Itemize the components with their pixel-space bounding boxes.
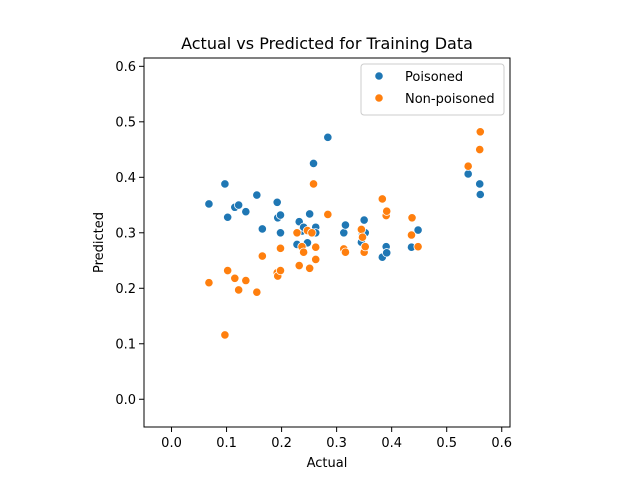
point-series-0-36 — [475, 189, 485, 200]
point-series-1-32 — [406, 230, 417, 240]
point-series-0-17 — [305, 209, 315, 219]
y-tick-label-6: 0.6 — [115, 60, 136, 75]
point-series-0-6 — [252, 190, 262, 200]
x-axis-ticks: 0.0 0.1 0.2 0.3 0.4 0.5 0.6 — [161, 427, 512, 451]
point-series-0-27 — [359, 215, 369, 225]
y-axis-label: Predicted — [92, 212, 107, 273]
x-tick-label-1: 0.1 — [216, 436, 237, 451]
point-series-1-6 — [252, 287, 262, 297]
x-tick-label-3: 0.3 — [326, 436, 347, 451]
point-series-1-37 — [475, 127, 485, 137]
x-tick-label-6: 0.6 — [491, 436, 512, 451]
point-series-0-10 — [275, 210, 286, 220]
point-series-0-34 — [463, 169, 473, 179]
point-series-1-33 — [407, 213, 417, 223]
point-series-1-17 — [305, 263, 315, 273]
point-series-0-11 — [275, 228, 286, 238]
points-layer — [204, 127, 485, 340]
point-series-0-35 — [475, 179, 485, 189]
y-tick-label-4: 0.4 — [115, 171, 136, 186]
point-series-1-28 — [360, 242, 370, 252]
point-series-1-18 — [307, 228, 317, 238]
point-series-0-31 — [382, 248, 392, 258]
x-tick-label-0: 0.0 — [161, 436, 182, 451]
point-series-1-21 — [311, 242, 321, 252]
x-tick-label-5: 0.5 — [436, 436, 457, 451]
point-series-1-1 — [220, 330, 230, 340]
point-series-1-5 — [241, 275, 251, 286]
point-series-1-11 — [275, 243, 286, 253]
point-series-1-29 — [377, 194, 387, 204]
plot-area — [143, 57, 511, 428]
point-series-1-10 — [275, 265, 286, 276]
point-series-1-15 — [299, 247, 309, 257]
point-series-1-22 — [323, 209, 333, 220]
x-axis-label: Actual — [307, 456, 348, 471]
point-series-1-20 — [311, 254, 321, 265]
point-series-1-36 — [475, 144, 485, 155]
point-series-1-26 — [357, 232, 368, 242]
point-series-1-31 — [382, 206, 392, 216]
legend-marker-non-poisoned — [374, 93, 384, 103]
point-series-1-34 — [413, 242, 423, 252]
chart-title: Actual vs Predicted for Training Data — [181, 34, 473, 53]
y-tick-label-1: 0.1 — [115, 337, 136, 352]
point-series-1-35 — [463, 161, 473, 171]
point-series-0-19 — [308, 158, 319, 169]
legend-label-non-poisoned: Non-poisoned — [405, 92, 495, 107]
point-series-0-5 — [241, 207, 251, 217]
y-tick-label-3: 0.3 — [115, 226, 136, 241]
x-tick-label-4: 0.4 — [381, 436, 402, 451]
legend-box — [360, 63, 505, 116]
y-tick-label-2: 0.2 — [115, 282, 136, 297]
point-series-1-7 — [257, 251, 267, 261]
point-series-1-12 — [292, 228, 302, 238]
y-tick-label-5: 0.5 — [115, 115, 136, 130]
point-series-0-7 — [257, 224, 267, 234]
legend: Poisoned Non-poisoned — [360, 63, 505, 116]
point-series-1-24 — [340, 247, 351, 257]
point-series-0-33 — [413, 225, 423, 235]
point-series-0-24 — [340, 220, 351, 230]
point-series-0-8 — [272, 197, 282, 207]
y-tick-label-0: 0.0 — [115, 393, 136, 408]
x-tick-label-2: 0.2 — [271, 436, 292, 451]
point-series-1-25 — [356, 224, 366, 235]
point-series-0-23 — [339, 228, 349, 238]
point-series-1-3 — [230, 273, 240, 283]
legend-label-poisoned: Poisoned — [405, 70, 463, 85]
point-series-1-13 — [294, 260, 304, 271]
point-series-0-2 — [223, 212, 233, 222]
point-series-1-2 — [223, 265, 233, 276]
point-series-1-4 — [234, 285, 244, 295]
legend-marker-poisoned — [374, 71, 384, 81]
point-series-1-19 — [308, 179, 319, 189]
point-series-0-0 — [204, 199, 214, 209]
point-series-1-0 — [204, 278, 214, 288]
axes-frame — [143, 57, 511, 428]
y-axis-ticks: 0.0 0.1 0.2 0.3 0.4 0.5 0.6 — [115, 60, 144, 408]
point-series-0-4 — [234, 200, 244, 210]
point-series-0-1 — [220, 179, 230, 189]
point-series-0-22 — [323, 132, 333, 142]
